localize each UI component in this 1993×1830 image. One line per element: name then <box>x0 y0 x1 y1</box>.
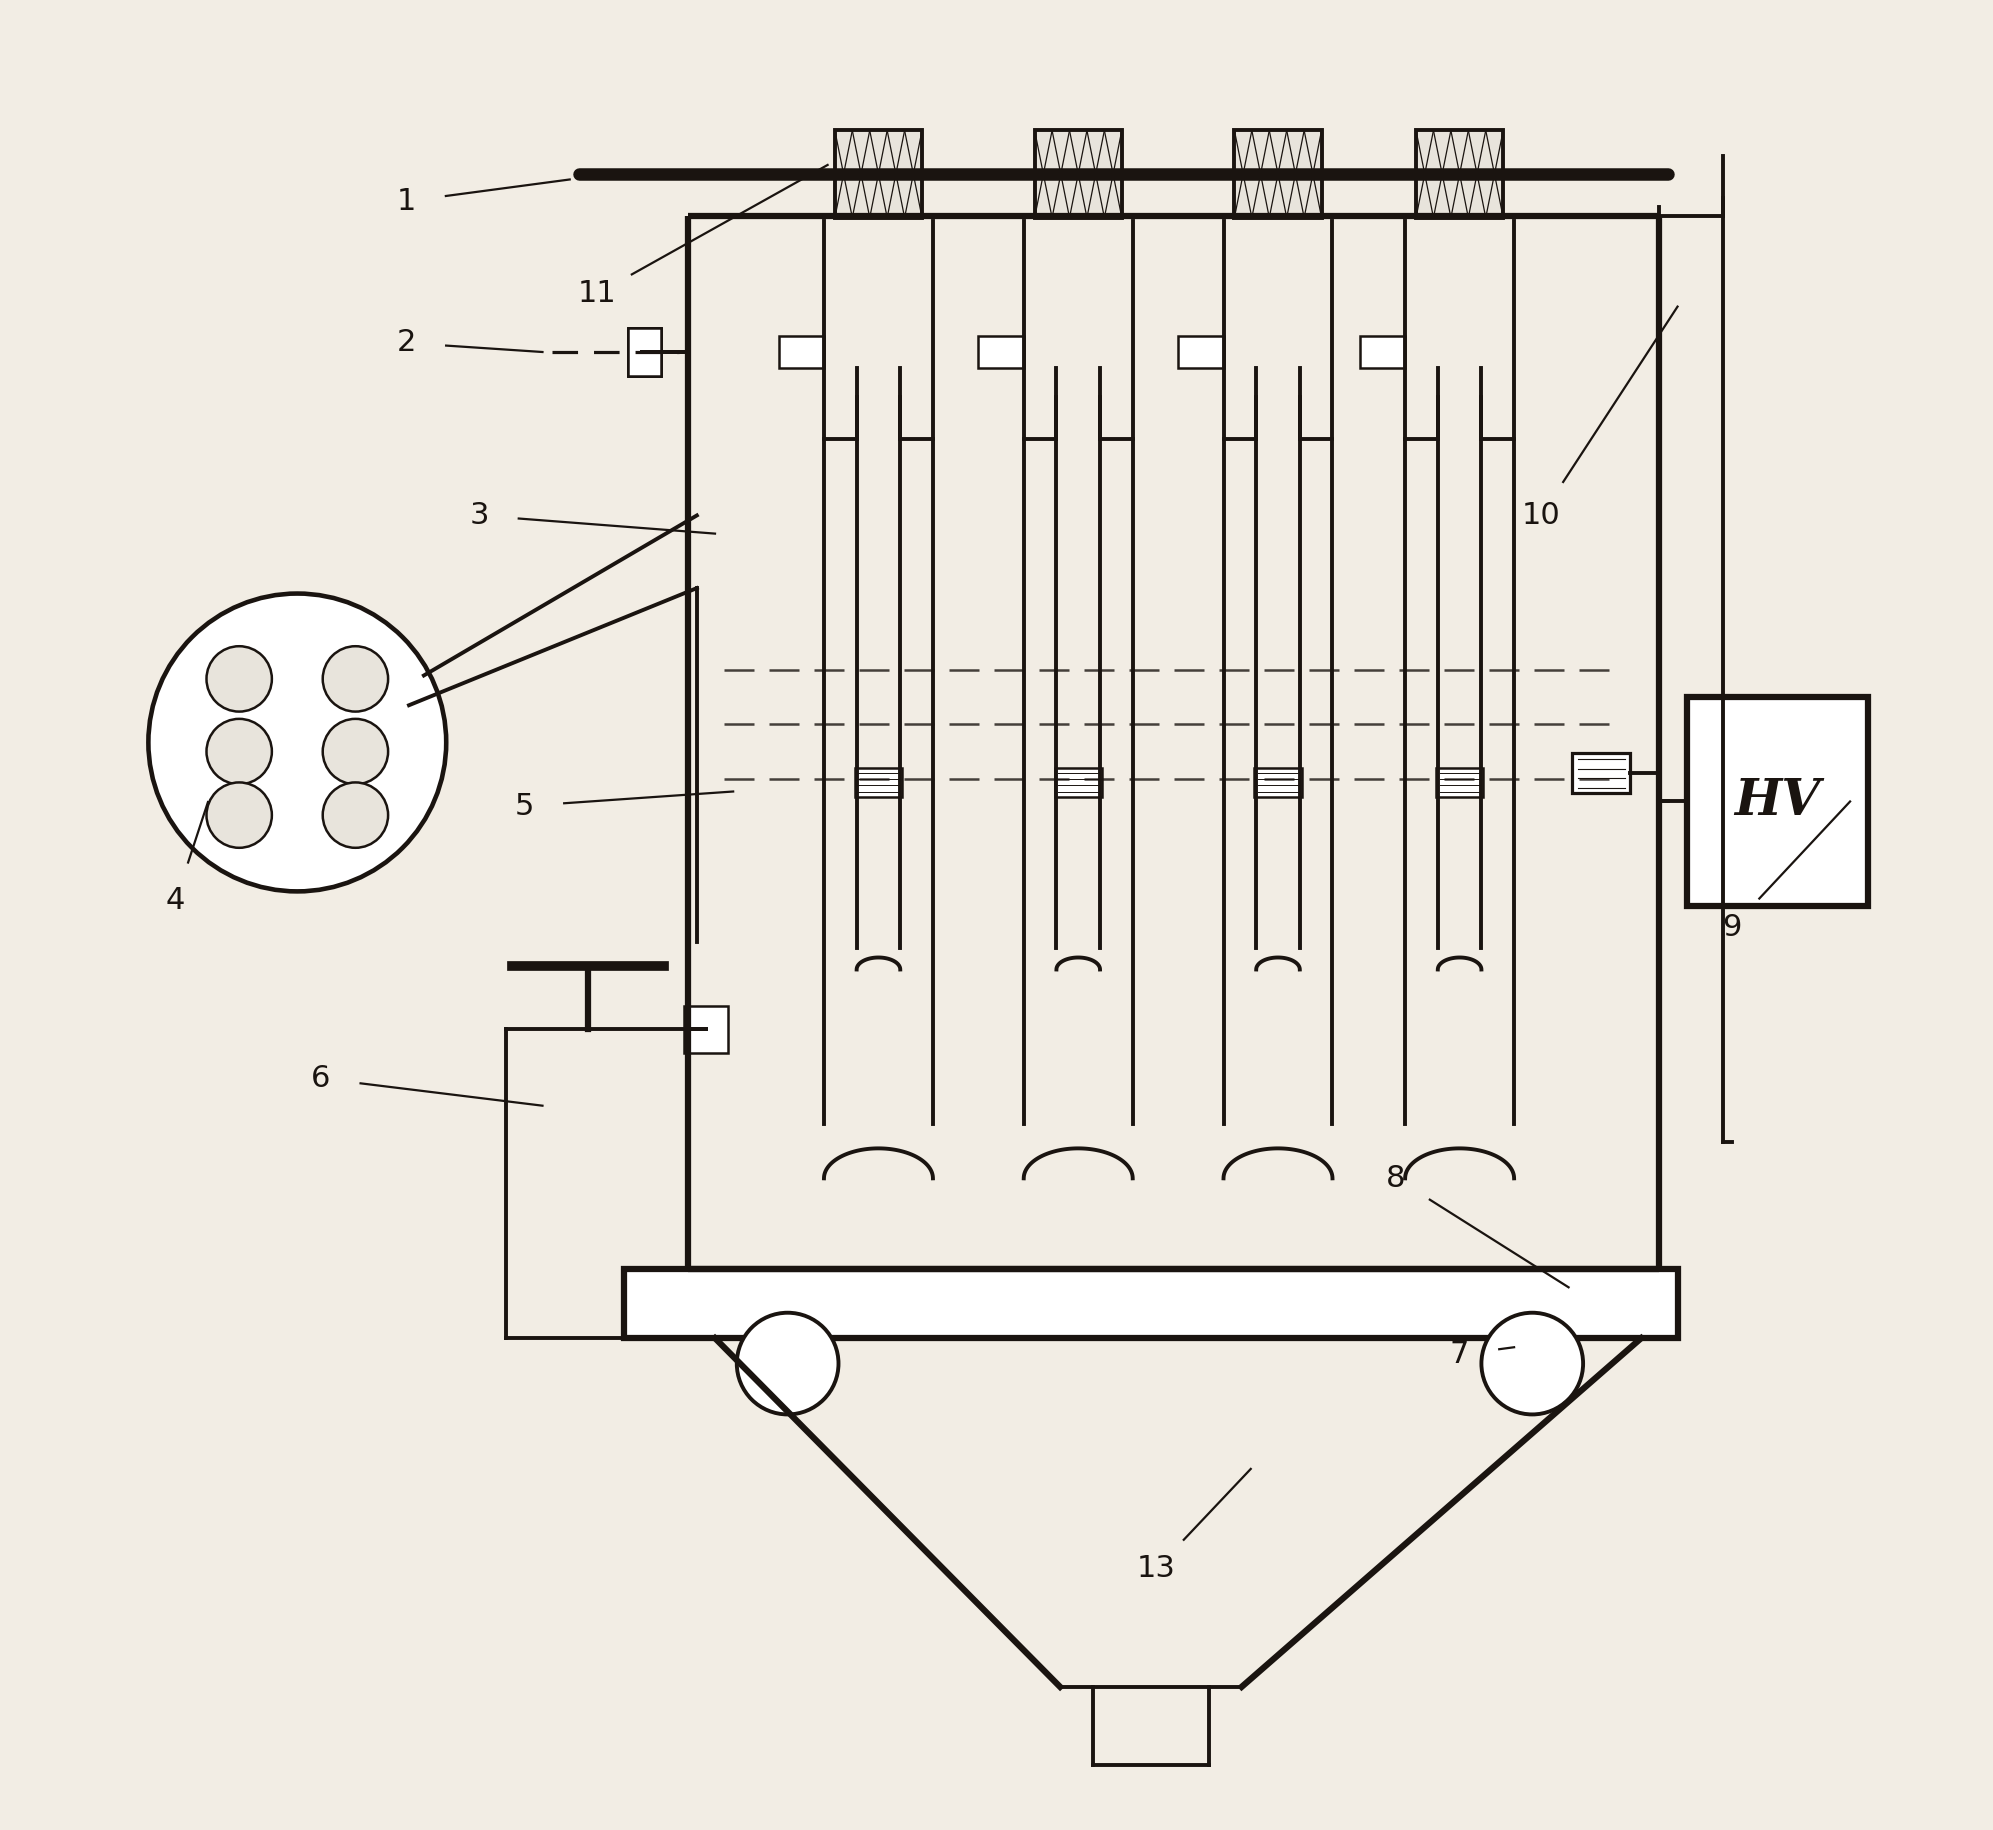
Bar <box>1054 769 1102 796</box>
Bar <box>1437 769 1483 796</box>
Circle shape <box>323 783 389 847</box>
Bar <box>1254 769 1301 796</box>
Bar <box>628 328 660 375</box>
Text: 10: 10 <box>1523 501 1561 531</box>
Text: 6: 6 <box>311 1063 331 1093</box>
Circle shape <box>323 646 389 712</box>
Text: 7: 7 <box>1451 1340 1469 1369</box>
Text: 13: 13 <box>1136 1554 1176 1583</box>
Circle shape <box>207 646 271 712</box>
Circle shape <box>737 1312 839 1415</box>
Bar <box>779 335 823 368</box>
Bar <box>1034 130 1122 218</box>
Bar <box>1415 130 1503 218</box>
Text: 3: 3 <box>468 501 488 531</box>
Circle shape <box>1481 1312 1582 1415</box>
Bar <box>684 1007 727 1052</box>
Text: 8: 8 <box>1387 1164 1405 1193</box>
Text: 4: 4 <box>165 886 185 915</box>
Bar <box>624 1270 1678 1338</box>
Circle shape <box>207 719 271 785</box>
Text: 9: 9 <box>1722 913 1742 942</box>
Text: 1: 1 <box>397 187 417 216</box>
Bar <box>979 335 1024 368</box>
Bar <box>628 328 660 375</box>
Circle shape <box>207 783 271 847</box>
Bar <box>1686 697 1867 906</box>
Bar <box>628 328 660 375</box>
Bar <box>1178 335 1224 368</box>
Bar <box>835 130 923 218</box>
Bar <box>628 328 660 375</box>
Text: 2: 2 <box>397 328 417 357</box>
Text: 11: 11 <box>578 280 616 309</box>
Bar <box>1572 754 1630 794</box>
Circle shape <box>323 719 389 785</box>
Bar <box>1234 130 1321 218</box>
Circle shape <box>147 593 446 891</box>
Text: 5: 5 <box>514 792 534 820</box>
Bar <box>1359 335 1405 368</box>
Bar <box>855 769 903 796</box>
Text: HV: HV <box>1734 778 1820 825</box>
